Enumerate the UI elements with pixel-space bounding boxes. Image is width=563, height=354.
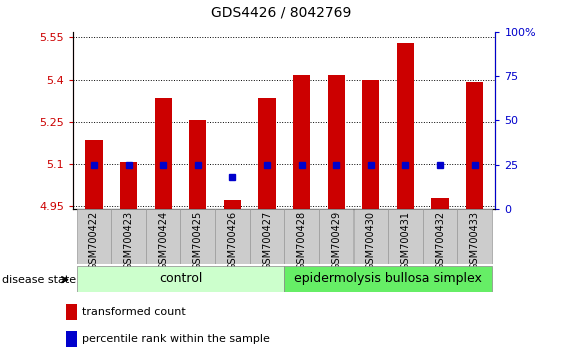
FancyBboxPatch shape xyxy=(457,209,492,264)
Text: GSM700424: GSM700424 xyxy=(158,211,168,270)
Text: disease state: disease state xyxy=(2,275,76,285)
Text: control: control xyxy=(159,272,202,285)
FancyBboxPatch shape xyxy=(388,209,423,264)
FancyBboxPatch shape xyxy=(77,209,111,264)
Text: GSM700423: GSM700423 xyxy=(123,211,133,270)
FancyBboxPatch shape xyxy=(111,209,146,264)
Bar xyxy=(362,80,379,209)
Text: GDS4426 / 8042769: GDS4426 / 8042769 xyxy=(211,5,352,19)
Text: GSM700425: GSM700425 xyxy=(193,211,203,270)
FancyBboxPatch shape xyxy=(181,209,215,264)
Bar xyxy=(466,82,483,209)
Bar xyxy=(224,200,241,209)
Text: GSM700426: GSM700426 xyxy=(227,211,238,270)
Text: epidermolysis bullosa simplex: epidermolysis bullosa simplex xyxy=(294,272,482,285)
Bar xyxy=(66,331,77,347)
Bar xyxy=(397,43,414,209)
Bar xyxy=(66,304,77,320)
FancyBboxPatch shape xyxy=(319,209,354,264)
Bar xyxy=(120,162,137,209)
Text: GSM700429: GSM700429 xyxy=(331,211,341,270)
FancyBboxPatch shape xyxy=(354,209,388,264)
Text: transformed count: transformed count xyxy=(82,307,186,317)
Bar xyxy=(293,75,310,209)
FancyBboxPatch shape xyxy=(146,209,180,264)
Bar xyxy=(189,120,207,209)
Bar xyxy=(431,198,449,209)
Text: GSM700433: GSM700433 xyxy=(470,211,480,270)
Bar xyxy=(86,140,102,209)
Bar xyxy=(258,98,276,209)
Bar xyxy=(154,98,172,209)
Text: GSM700427: GSM700427 xyxy=(262,211,272,270)
FancyBboxPatch shape xyxy=(250,209,284,264)
Text: GSM700430: GSM700430 xyxy=(366,211,376,270)
FancyBboxPatch shape xyxy=(77,266,284,292)
FancyBboxPatch shape xyxy=(284,266,492,292)
FancyBboxPatch shape xyxy=(423,209,457,264)
Text: GSM700431: GSM700431 xyxy=(400,211,410,270)
Bar xyxy=(328,75,345,209)
Text: GSM700432: GSM700432 xyxy=(435,211,445,270)
Text: GSM700422: GSM700422 xyxy=(89,211,99,270)
Text: percentile rank within the sample: percentile rank within the sample xyxy=(82,334,270,344)
FancyBboxPatch shape xyxy=(215,209,249,264)
Text: GSM700428: GSM700428 xyxy=(297,211,307,270)
FancyBboxPatch shape xyxy=(284,209,319,264)
